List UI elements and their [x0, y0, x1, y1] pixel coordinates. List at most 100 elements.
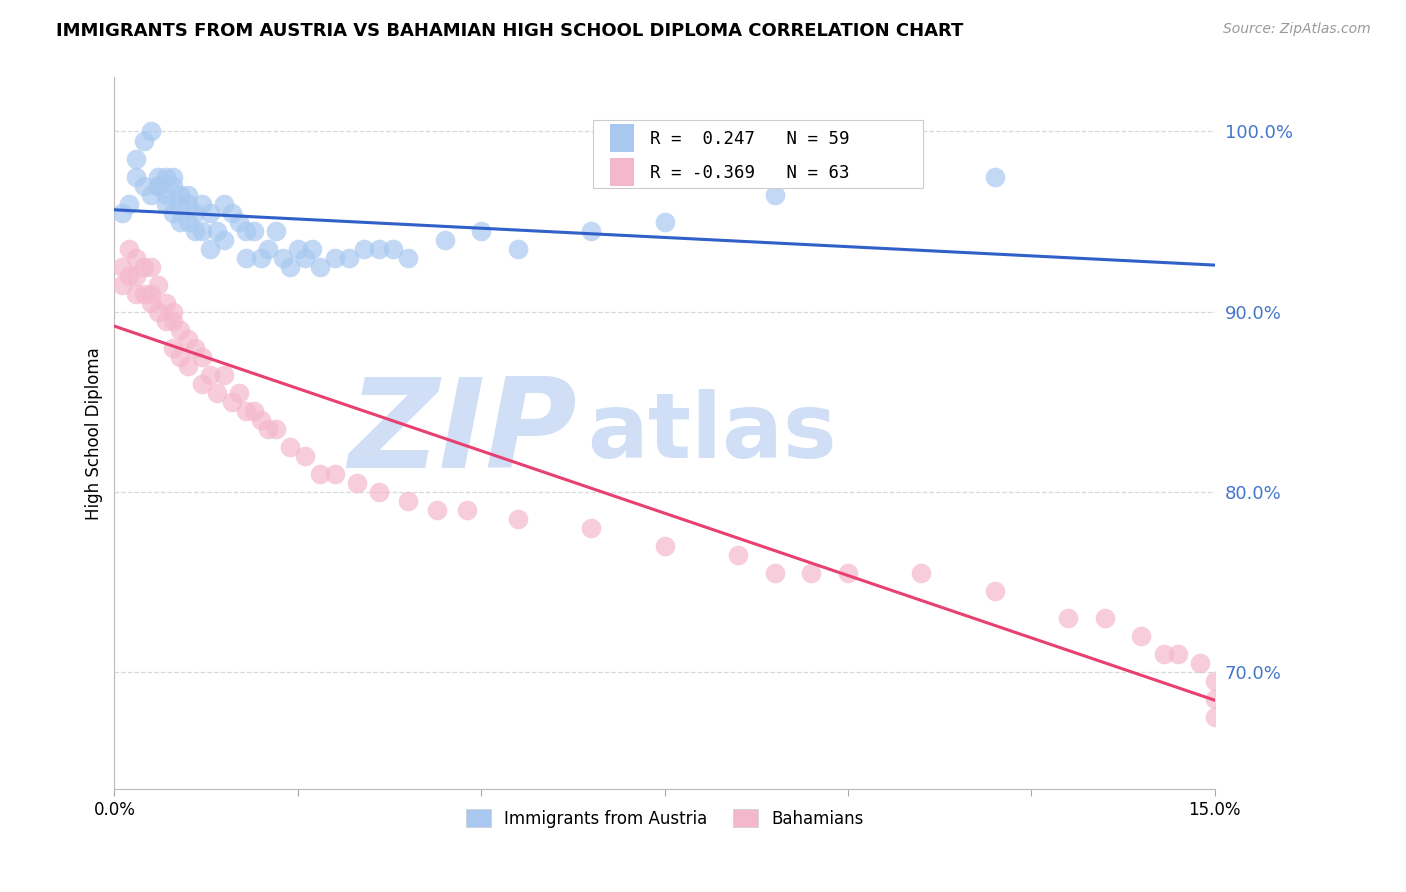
- Point: [169, 214, 191, 228]
- Point: [1130, 629, 1153, 643]
- Point: [198, 205, 221, 219]
- Point: [118, 242, 141, 256]
- Point: [214, 233, 236, 247]
- Point: [506, 512, 529, 526]
- Point: [280, 260, 302, 274]
- Point: [426, 503, 449, 517]
- Point: [148, 304, 170, 318]
- Point: [125, 286, 148, 301]
- Point: [800, 566, 823, 580]
- Point: [162, 169, 184, 184]
- Point: [1204, 692, 1226, 706]
- Point: [308, 467, 330, 481]
- Text: atlas: atlas: [588, 389, 837, 477]
- Point: [184, 205, 207, 219]
- Point: [169, 323, 191, 337]
- Point: [323, 467, 346, 481]
- Point: [1204, 674, 1226, 689]
- Point: [111, 260, 134, 274]
- Point: [205, 385, 228, 400]
- Point: [148, 169, 170, 184]
- Point: [470, 224, 492, 238]
- Point: [139, 295, 162, 310]
- Point: [184, 341, 207, 355]
- Point: [271, 251, 294, 265]
- Point: [191, 376, 214, 391]
- Point: [1204, 710, 1226, 724]
- Point: [155, 314, 177, 328]
- Point: [235, 251, 257, 265]
- Text: Source: ZipAtlas.com: Source: ZipAtlas.com: [1223, 22, 1371, 37]
- Point: [323, 251, 346, 265]
- Point: [581, 521, 603, 535]
- Point: [763, 566, 786, 580]
- Point: [214, 368, 236, 382]
- Point: [910, 566, 932, 580]
- FancyBboxPatch shape: [593, 120, 924, 187]
- Point: [132, 260, 155, 274]
- Point: [264, 224, 287, 238]
- Point: [191, 350, 214, 364]
- Point: [125, 169, 148, 184]
- Point: [191, 196, 214, 211]
- Point: [139, 286, 162, 301]
- Point: [155, 187, 177, 202]
- Text: R =  0.247   N = 59: R = 0.247 N = 59: [651, 130, 849, 148]
- Point: [581, 224, 603, 238]
- Point: [337, 251, 360, 265]
- Point: [396, 494, 419, 508]
- Point: [837, 566, 859, 580]
- Point: [1189, 656, 1212, 670]
- Point: [177, 214, 200, 228]
- Point: [139, 187, 162, 202]
- FancyBboxPatch shape: [610, 158, 634, 186]
- Point: [308, 260, 330, 274]
- Point: [382, 242, 405, 256]
- Point: [162, 314, 184, 328]
- Point: [125, 152, 148, 166]
- Point: [177, 196, 200, 211]
- Point: [221, 394, 243, 409]
- Legend: Immigrants from Austria, Bahamians: Immigrants from Austria, Bahamians: [460, 803, 870, 834]
- Point: [139, 124, 162, 138]
- Point: [250, 251, 273, 265]
- Point: [984, 169, 1007, 184]
- Point: [132, 178, 155, 193]
- Point: [118, 268, 141, 283]
- Point: [177, 187, 200, 202]
- Point: [177, 359, 200, 373]
- Point: [139, 260, 162, 274]
- Point: [198, 242, 221, 256]
- Point: [125, 268, 148, 283]
- Point: [148, 178, 170, 193]
- Point: [162, 341, 184, 355]
- Point: [287, 242, 309, 256]
- FancyBboxPatch shape: [610, 124, 634, 152]
- Point: [367, 484, 389, 499]
- Point: [125, 251, 148, 265]
- Point: [763, 187, 786, 202]
- Point: [111, 205, 134, 219]
- Point: [243, 404, 266, 418]
- Point: [257, 422, 280, 436]
- Point: [191, 224, 214, 238]
- Point: [169, 196, 191, 211]
- Point: [433, 233, 456, 247]
- Point: [177, 332, 200, 346]
- Point: [294, 449, 316, 463]
- Point: [301, 242, 323, 256]
- Point: [162, 304, 184, 318]
- Point: [162, 178, 184, 193]
- Text: ZIP: ZIP: [347, 373, 576, 494]
- Point: [727, 548, 749, 562]
- Point: [155, 295, 177, 310]
- Point: [228, 385, 250, 400]
- Point: [654, 214, 676, 228]
- Point: [353, 242, 375, 256]
- Point: [132, 134, 155, 148]
- Text: IMMIGRANTS FROM AUSTRIA VS BAHAMIAN HIGH SCHOOL DIPLOMA CORRELATION CHART: IMMIGRANTS FROM AUSTRIA VS BAHAMIAN HIGH…: [56, 22, 963, 40]
- Point: [1167, 647, 1189, 661]
- Point: [155, 196, 177, 211]
- Point: [1094, 611, 1116, 625]
- Point: [396, 251, 419, 265]
